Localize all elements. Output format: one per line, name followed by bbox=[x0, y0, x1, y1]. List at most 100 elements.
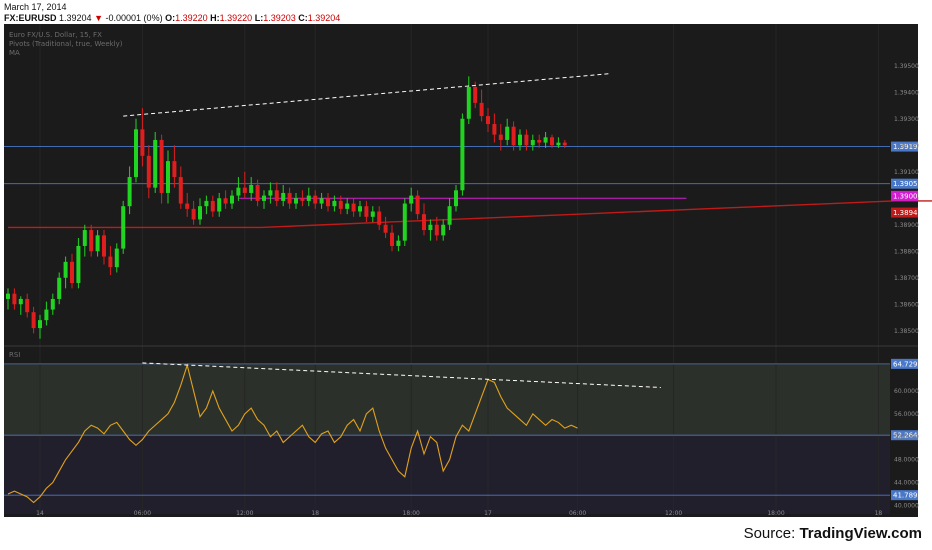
price-trendline bbox=[123, 73, 610, 117]
candle-body-34 bbox=[223, 198, 228, 204]
candle-body-74 bbox=[479, 102, 484, 117]
candles bbox=[6, 76, 567, 339]
candle-body-66 bbox=[428, 224, 433, 231]
high-label: H: bbox=[210, 13, 220, 23]
rsi-line bbox=[7, 363, 578, 504]
rsi-title: RSI bbox=[9, 351, 20, 359]
candle-body-86 bbox=[556, 142, 561, 146]
candle-body-16 bbox=[108, 256, 113, 268]
candle-body-64 bbox=[415, 195, 420, 215]
candle-body-85 bbox=[550, 137, 554, 146]
candle-body-73 bbox=[473, 86, 478, 103]
candle-body-17 bbox=[114, 248, 119, 268]
symbol-quote-bar: FX:EURUSD 1.39204 ▼ -0.00001 (0%) O:1.39… bbox=[4, 13, 340, 23]
price-axis-tick-0: 1.39500 bbox=[894, 63, 919, 70]
candle-body-31 bbox=[204, 200, 209, 207]
time-axis: 1406:0012:001818:001706:0012:0018:001806… bbox=[36, 510, 882, 517]
candle-body-68 bbox=[441, 224, 446, 236]
candle-body-27 bbox=[178, 177, 183, 204]
candle-body-59 bbox=[383, 224, 388, 233]
price-axis-tick-9: 1.38600 bbox=[894, 301, 919, 308]
candle-body-83 bbox=[537, 139, 542, 143]
legend-ma: MA bbox=[9, 49, 20, 57]
rsi-bands bbox=[4, 363, 890, 514]
candle-body-9 bbox=[63, 261, 68, 278]
candle-body-55 bbox=[358, 206, 362, 212]
candle-body-1 bbox=[12, 293, 17, 305]
candle-body-25 bbox=[166, 161, 170, 193]
source-prefix: Source: bbox=[743, 525, 800, 542]
rsi-axis-tick-3: 52.0000 bbox=[894, 434, 919, 441]
rsi-series bbox=[7, 363, 578, 504]
close-value: 1.39204 bbox=[307, 13, 341, 23]
candle-body-3 bbox=[25, 298, 30, 313]
candle-body-50 bbox=[326, 198, 330, 207]
moving-average bbox=[8, 200, 932, 229]
candle-body-39 bbox=[255, 185, 260, 201]
price-level-tag-1 bbox=[891, 178, 918, 189]
down-arrow-icon: ▼ bbox=[94, 13, 104, 23]
time-axis-tick-4: 18:00 bbox=[403, 510, 420, 517]
price-tag-label-1: 1.38946 bbox=[893, 209, 922, 217]
candle-body-2 bbox=[18, 298, 23, 305]
price-level-tag-label-0: 1.39195 bbox=[893, 143, 922, 151]
candle-body-41 bbox=[268, 190, 273, 196]
candle-body-29 bbox=[191, 208, 196, 220]
candle-body-5 bbox=[38, 320, 42, 329]
time-axis-tick-5: 17 bbox=[484, 510, 492, 517]
candle-body-87 bbox=[562, 142, 567, 146]
rsi-level-tag-label-2: 41.7899 bbox=[893, 492, 922, 500]
candle-body-79 bbox=[511, 126, 516, 146]
price-level-tag-0 bbox=[891, 141, 918, 152]
candle-body-56 bbox=[364, 206, 369, 217]
open-value: 1.39220 bbox=[175, 13, 208, 23]
candle-body-82 bbox=[530, 139, 535, 146]
price-tag-1 bbox=[891, 207, 918, 218]
candle-body-52 bbox=[338, 200, 343, 209]
candle-body-38 bbox=[249, 185, 254, 193]
candle-body-10 bbox=[70, 261, 74, 284]
last-price: 1.39204 bbox=[59, 13, 92, 23]
candle-body-62 bbox=[402, 203, 407, 241]
price-tag-label-0: 1.39009 bbox=[893, 192, 922, 200]
candle-body-57 bbox=[370, 211, 375, 217]
price-axis-tick-7: 1.38800 bbox=[894, 248, 919, 255]
rsi-axis-tick-5: 44.0000 bbox=[894, 480, 919, 487]
candle-body-61 bbox=[396, 240, 401, 246]
candle-body-37 bbox=[242, 187, 247, 193]
candle-body-76 bbox=[492, 124, 497, 135]
candle-body-77 bbox=[498, 134, 503, 140]
candle-body-14 bbox=[95, 235, 100, 252]
candle-body-81 bbox=[524, 134, 529, 146]
trendlines bbox=[123, 73, 661, 388]
rsi-level-tag-2 bbox=[891, 490, 918, 501]
horizontal-levels bbox=[4, 146, 890, 496]
price-axis-tick-10: 1.38500 bbox=[894, 328, 919, 335]
candle-body-65 bbox=[422, 214, 426, 231]
candle-body-21 bbox=[140, 129, 145, 156]
candle-body-60 bbox=[390, 232, 394, 246]
rsi-overbought-band bbox=[4, 363, 890, 436]
time-axis-tick-7: 12:00 bbox=[665, 510, 682, 517]
candle-body-54 bbox=[351, 203, 356, 212]
candle-body-46 bbox=[300, 198, 305, 201]
rsi-level-tag-label-0: 64.7299 bbox=[893, 360, 922, 368]
chart-date: March 17, 2014 bbox=[4, 2, 67, 12]
rsi-axis-tick-1: 60.0000 bbox=[894, 388, 919, 395]
rsi-axis-tick-2: 56.0000 bbox=[894, 411, 919, 418]
candle-body-80 bbox=[518, 134, 522, 146]
candle-body-8 bbox=[57, 277, 62, 299]
candle-body-36 bbox=[236, 187, 241, 196]
candle-body-24 bbox=[159, 139, 164, 193]
symbol-label: FX:EURUSD bbox=[4, 13, 57, 23]
time-axis-tick-1: 06:00 bbox=[134, 510, 151, 517]
price-level-tag-label-1: 1.39055 bbox=[893, 180, 922, 188]
candle-body-4 bbox=[31, 312, 36, 329]
candle-body-45 bbox=[294, 198, 298, 204]
time-axis-tick-2: 12:00 bbox=[236, 510, 253, 517]
source-credit: Source: TradingView.com bbox=[744, 525, 922, 542]
candle-body-12 bbox=[82, 230, 87, 246]
candle-body-53 bbox=[345, 203, 350, 209]
open-label: O: bbox=[165, 13, 176, 23]
